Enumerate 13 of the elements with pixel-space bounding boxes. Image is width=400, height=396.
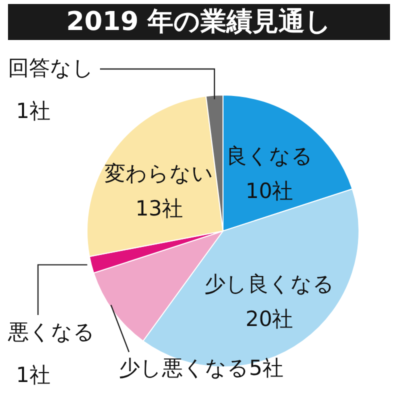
slice-label: 悪くなる	[7, 320, 95, 344]
slice-label: 少し良くなる	[204, 272, 334, 296]
data-label: 20社	[245, 306, 294, 331]
chart-title: 2019 年の業績見通し	[8, 4, 390, 40]
data-label: 10社	[245, 179, 294, 204]
slice-label: 回答なし	[8, 56, 94, 80]
data-label: 13社	[135, 196, 184, 221]
slice-label: 少し悪くなる	[118, 356, 249, 380]
data-label: 1社	[16, 99, 50, 123]
slice-label: 変わらない	[104, 162, 214, 186]
slice-label: 良くなる	[226, 144, 313, 168]
data-label: 5社	[248, 356, 284, 380]
data-label: 1社	[16, 363, 50, 387]
